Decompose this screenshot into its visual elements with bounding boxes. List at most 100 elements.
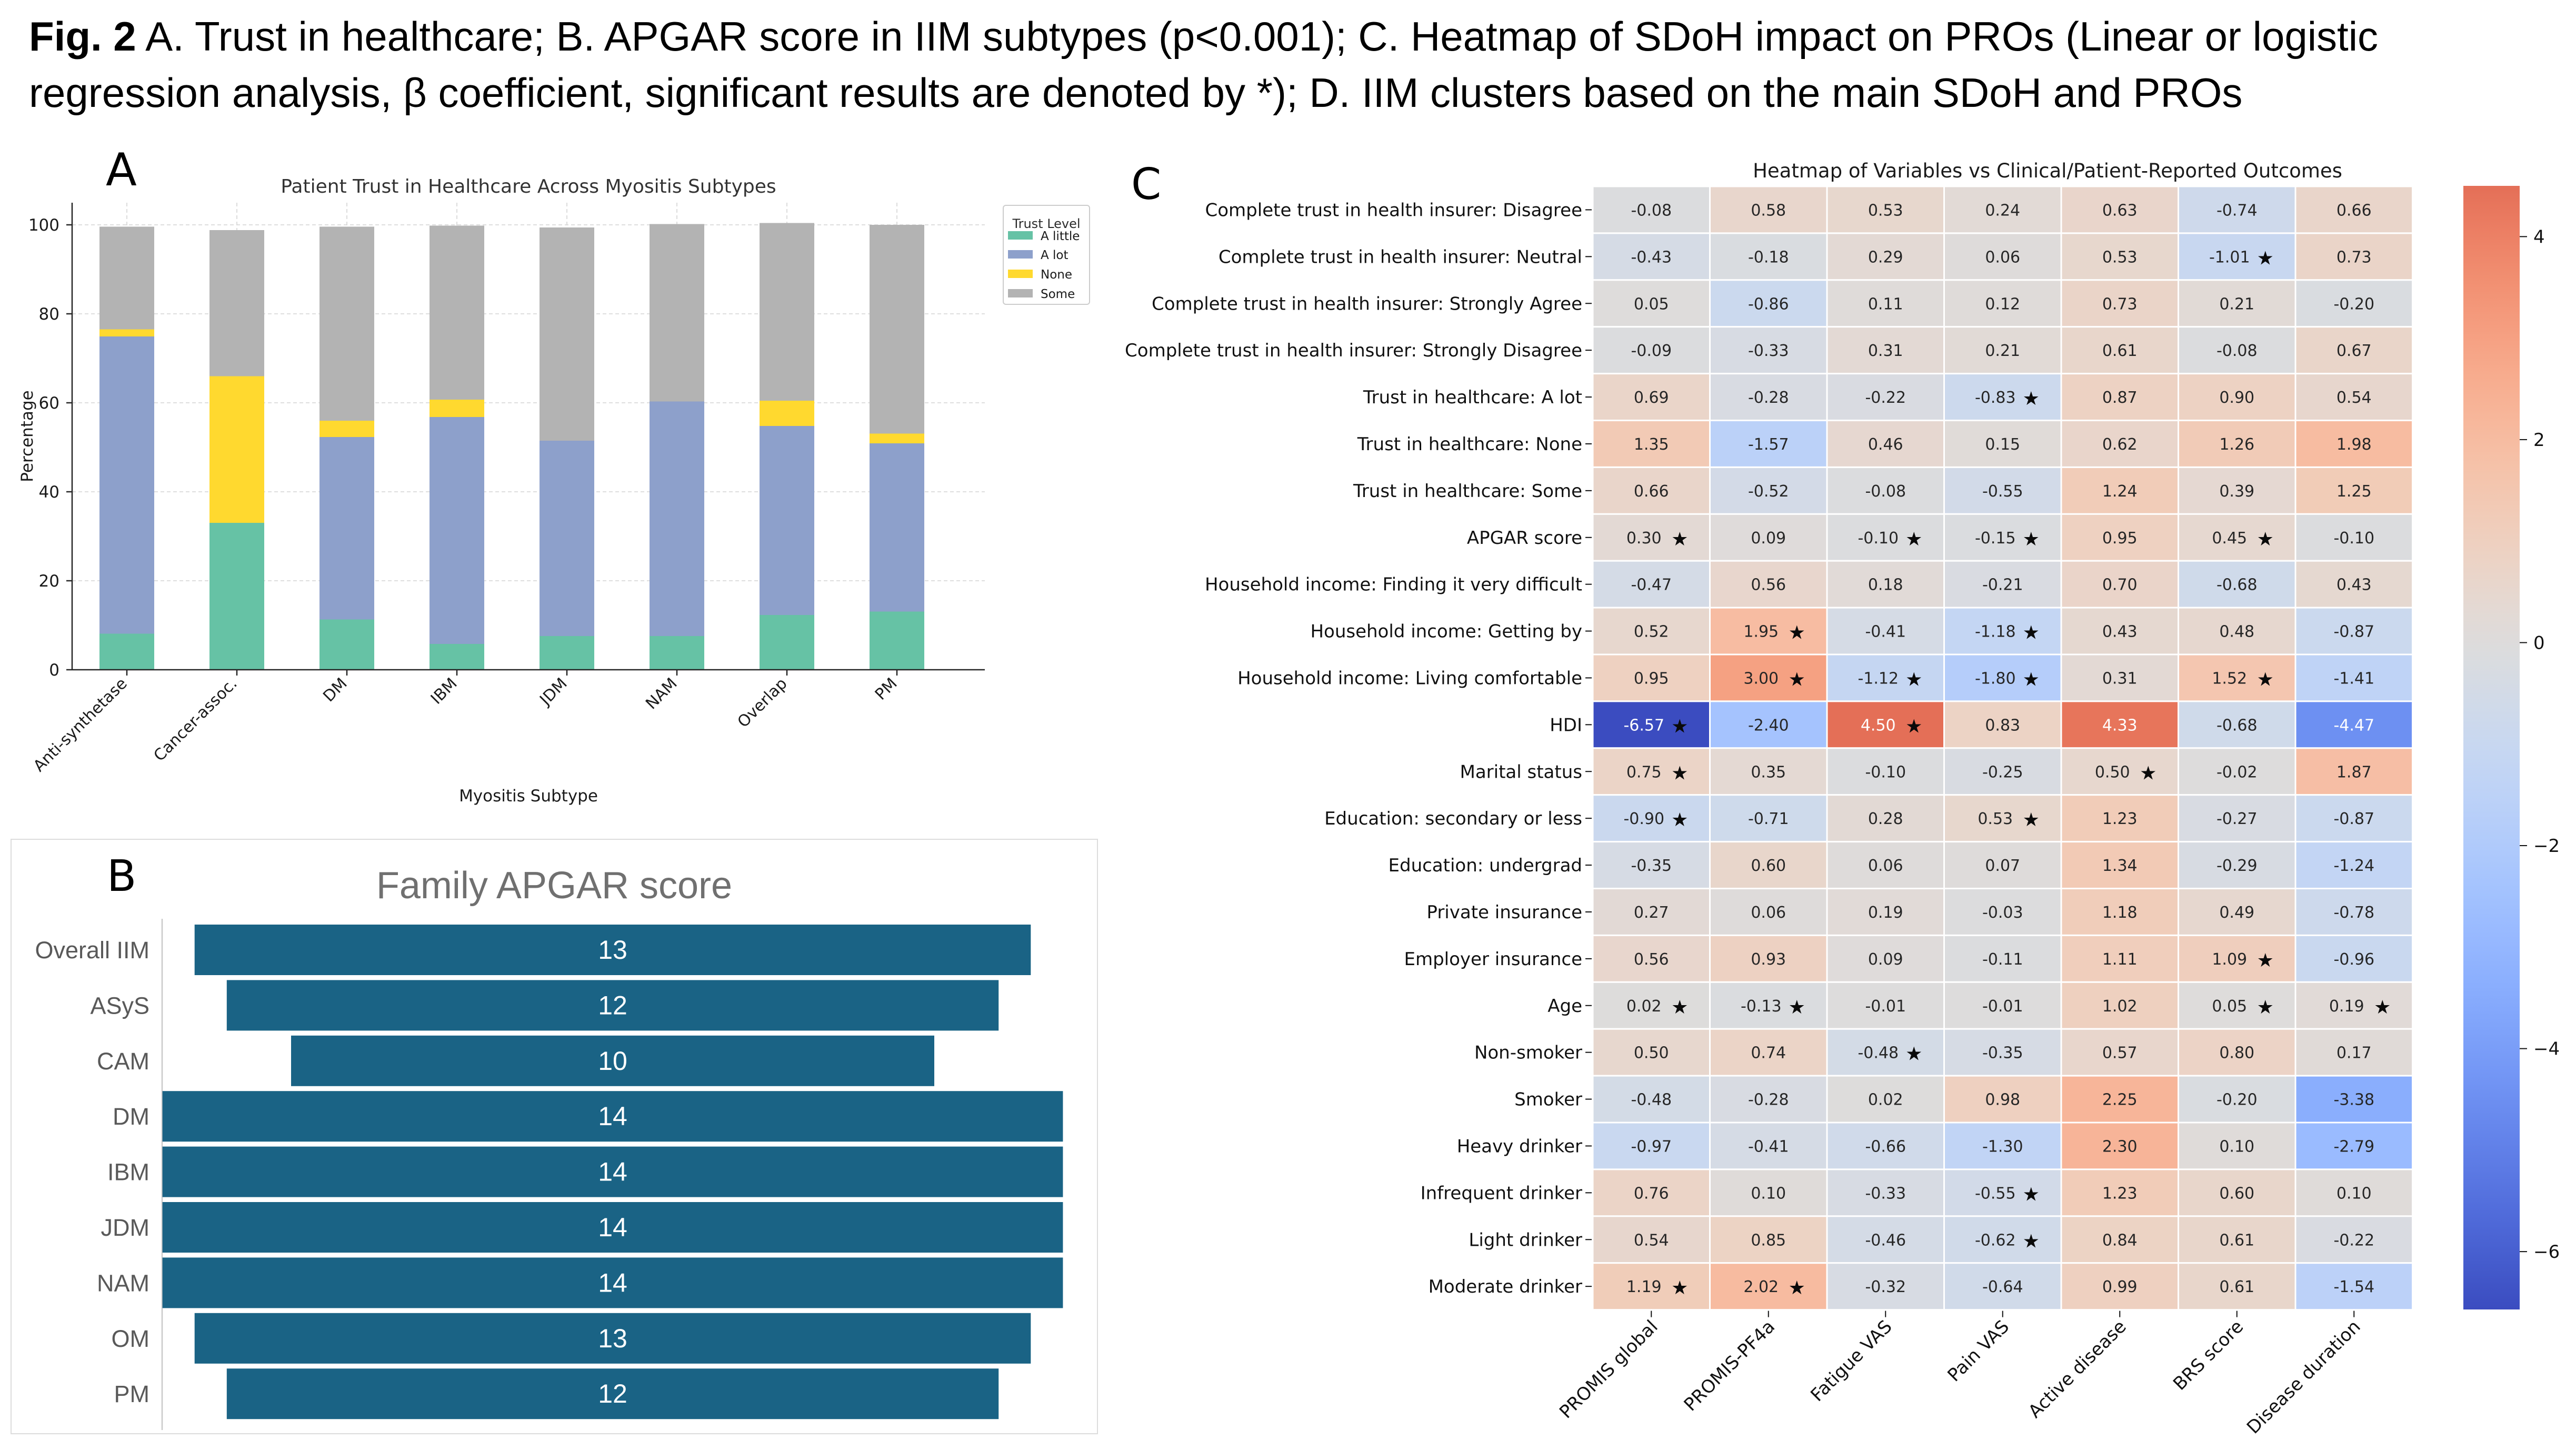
heatmap-cell xyxy=(2060,1262,2179,1311)
heatmap-row-label: Household income: Living comfortable xyxy=(1237,668,1582,689)
heatmap-cell xyxy=(1592,513,1711,562)
heatmap-cell-value: 1.26 xyxy=(2219,435,2254,454)
heatmap-cell-value: 0.18 xyxy=(1868,576,1903,594)
heatmap-cell-value: -0.43 xyxy=(1631,248,1672,266)
heatmap-cell xyxy=(1826,607,1945,656)
apgar-category-label: CAM xyxy=(97,1048,149,1075)
heatmap-cell xyxy=(2060,700,2179,749)
heatmap-cell-value: 0.07 xyxy=(1985,857,2020,875)
heatmap-cell xyxy=(1826,513,1945,562)
heatmap-cell-value: -0.29 xyxy=(2216,857,2258,875)
sdoh-heatmap-chart: C Heatmap of Variables vs Clinical/Patien… xyxy=(1125,160,2560,1438)
caption-text-line2: regression analysis, β coefficient, sign… xyxy=(29,70,2243,116)
apgar-category-label: Overall IIM xyxy=(35,937,149,964)
heatmap-cell-value: -0.71 xyxy=(1748,810,1789,828)
apgar-category-label: JDM xyxy=(101,1214,149,1241)
bar-segment-none xyxy=(99,329,154,337)
heatmap-row-label: Heavy drinker xyxy=(1457,1136,1582,1157)
apgar-bar-value: 13 xyxy=(598,935,627,965)
heatmap-row-label: Household income: Finding it very diffic… xyxy=(1205,574,1582,596)
heatmap-cell-value: 1.25 xyxy=(2337,482,2372,501)
heatmap-cell-value: 1.98 xyxy=(2337,435,2372,454)
heatmap-cell xyxy=(1826,420,1945,468)
axes xyxy=(66,203,985,676)
heatmap-row-label: Complete trust in health insurer: Strong… xyxy=(1125,340,1582,361)
significance-star: ★ xyxy=(2257,997,2274,1018)
apgar-category-label: OM xyxy=(112,1325,150,1352)
heatmap-row-label: Employer insurance xyxy=(1404,949,1583,970)
heatmap-cell-value: -0.10 xyxy=(1865,763,1906,781)
apgar-bar-value: 12 xyxy=(598,990,627,1020)
heatmap-cell xyxy=(1709,1028,1828,1077)
apgar-category-label: PM xyxy=(114,1381,150,1407)
heatmap-cell xyxy=(1592,888,1711,936)
heatmap-cell-value: -0.35 xyxy=(1982,1044,2023,1063)
heatmap-row-label: HDI xyxy=(1550,714,1582,736)
apgar-bar-value: 12 xyxy=(598,1379,627,1408)
heatmap-cell-value: -0.08 xyxy=(1631,201,1672,220)
apgar-bar-value: 14 xyxy=(598,1157,627,1187)
heatmap-col-label: Fatigue VAS xyxy=(1806,1316,1896,1406)
colorbar-tick-label: −6 xyxy=(2533,1242,2560,1263)
panel-label-b: B xyxy=(107,851,136,901)
figure-caption: Fig. 2 A. Trust in healthcare; B. APGAR … xyxy=(29,8,2378,121)
heatmap-cell xyxy=(1943,513,2062,562)
heatmap-cell-value: 0.15 xyxy=(1985,435,2020,454)
heatmap-cell-value: -0.83 xyxy=(1975,389,2016,407)
heatmap-cell-value: 0.19 xyxy=(2329,997,2364,1016)
heatmap-cell-value: -4.47 xyxy=(2333,716,2374,735)
heatmap-cell xyxy=(1943,794,2062,843)
heatmap-cell-value: 0.69 xyxy=(1634,389,1669,407)
heatmap-cell-value: 2.30 xyxy=(2102,1137,2138,1156)
heatmap-cell xyxy=(1592,981,1711,1030)
significance-star: ★ xyxy=(2023,809,2040,831)
heatmap-cell-value: 0.61 xyxy=(2219,1231,2254,1249)
heatmap-row-label: Age xyxy=(1547,996,1582,1017)
x-tick-label: PM xyxy=(872,674,901,704)
heatmap-cell xyxy=(1943,1262,2062,1311)
significance-star: ★ xyxy=(1789,1277,1805,1299)
heatmap-cell xyxy=(2178,1075,2297,1124)
heatmap-row-label: APGAR score xyxy=(1467,528,1582,549)
bar-segment-none xyxy=(760,400,814,426)
heatmap-cell-value: 0.85 xyxy=(1751,1231,1786,1249)
heatmap-cell xyxy=(2294,1215,2413,1264)
bar-segment-a-little xyxy=(209,523,264,670)
x-tick-label: Overlap xyxy=(734,674,791,731)
heatmap-cell-value: 0.43 xyxy=(2102,623,2138,641)
heatmap-cell xyxy=(1943,700,2062,749)
heatmap-ticks xyxy=(1585,209,2355,1317)
heatmap-row-label: Complete trust in health insurer: Strong… xyxy=(1152,293,1582,314)
heatmap-cell-value: -0.25 xyxy=(1982,763,2023,781)
heatmap-cell xyxy=(1709,607,1828,656)
bar-segment-a-little xyxy=(870,611,924,670)
heatmap-cell-value: 1.02 xyxy=(2102,997,2138,1016)
heatmap-cell-value: -0.55 xyxy=(1982,482,2023,501)
heatmap-row-label: Household income: Getting by xyxy=(1310,621,1582,642)
heatmap-cell-value: -0.87 xyxy=(2333,623,2374,641)
heatmap-cell xyxy=(1943,1075,2062,1124)
heatmap-cell-value: 0.06 xyxy=(1751,904,1786,922)
heatmap-cell xyxy=(1826,1122,1945,1170)
y-tick-label: 60 xyxy=(39,394,59,413)
apgar-bar xyxy=(194,1313,1031,1364)
heatmap-cell-value: 1.34 xyxy=(2102,857,2138,875)
heatmap-cell-value: 0.49 xyxy=(2219,904,2254,922)
heatmap-cell-value: 0.28 xyxy=(1868,810,1903,828)
heatmap-cell-value: -0.48 xyxy=(1858,1044,1899,1063)
heatmap-cell-value: 0.19 xyxy=(1868,904,1903,922)
heatmap-cell-value: -2.40 xyxy=(1748,716,1789,735)
heatmap-cell-value: -1.12 xyxy=(1858,669,1899,688)
chart-a-ylabel: Percentage xyxy=(18,390,37,482)
bar-segment-a-lot xyxy=(760,425,814,616)
heatmap-cell xyxy=(2178,185,2297,234)
x-tick-label: NAM xyxy=(642,674,681,713)
heatmap-row-label: Trust in healthcare: A lot xyxy=(1363,387,1582,408)
heatmap-cell-value: 0.93 xyxy=(1751,950,1786,969)
caption-text-line1: A. Trust in healthcare; B. APGAR score i… xyxy=(145,13,2379,59)
significance-star: ★ xyxy=(1789,669,1805,690)
legend-box xyxy=(1003,205,1090,305)
bars xyxy=(99,223,924,670)
heatmap-cell-value: -1.01 xyxy=(2209,248,2250,266)
legend-label-1: A little xyxy=(1041,230,1080,243)
